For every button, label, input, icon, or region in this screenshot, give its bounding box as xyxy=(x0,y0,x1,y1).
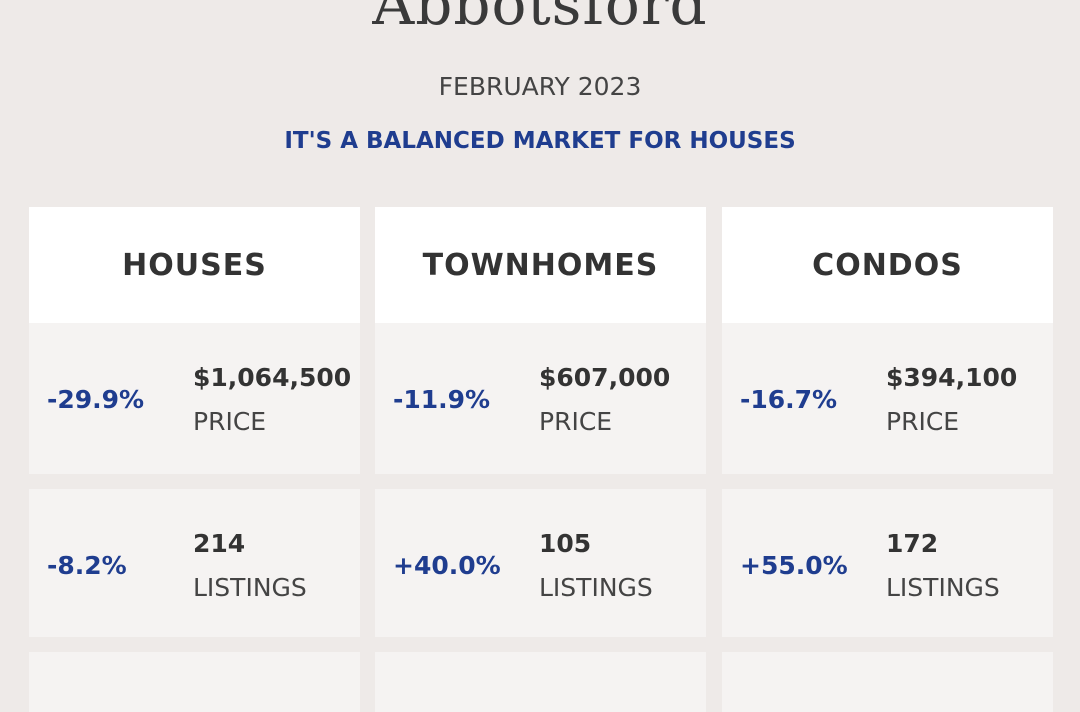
stat-card xyxy=(722,652,1053,712)
label: LISTINGS xyxy=(886,573,1000,602)
column-header: CONDOS xyxy=(722,207,1053,323)
column-header: HOUSES xyxy=(29,207,360,323)
column-card: HOUSES -29.9% $1,064,500 PRICE -8.2% 214 LISTI… xyxy=(29,207,360,712)
label: PRICE xyxy=(886,407,960,436)
page: {"header": {"title": "Abbotsford", "subt… xyxy=(29,0,1053,602)
column-card: TOWNHOMES -11.9% $607,000 PRICE +40.0% 105 LIS… xyxy=(375,207,706,712)
change: -11.9% xyxy=(393,385,491,414)
change: +40.0% xyxy=(393,551,501,580)
value: 214 xyxy=(193,529,246,558)
column-card: CONDOS -16.7% $394,100 PRICE +55.0% 172 LISTIN… xyxy=(722,207,1053,712)
value: 105 xyxy=(539,529,592,558)
subtitle: FEBRUARY 2023 xyxy=(438,72,642,101)
label: LISTINGS xyxy=(539,573,653,602)
change: -29.9% xyxy=(47,385,145,414)
value: $607,000 xyxy=(539,363,671,392)
value: 172 xyxy=(886,529,939,558)
column-header: TOWNHOMES xyxy=(375,207,706,323)
label: LISTINGS xyxy=(193,573,307,602)
value: $394,100 xyxy=(886,363,1018,392)
stat-card: +55.0% 172 LISTINGS xyxy=(722,489,1053,637)
stat-card xyxy=(375,652,706,712)
change: +55.0% xyxy=(740,551,848,580)
tagline: IT'S A BALANCED MARKET FOR HOUSES xyxy=(284,128,796,154)
label: PRICE xyxy=(193,407,267,436)
title: Abbotsford xyxy=(372,0,708,38)
stat-card: -16.7% $394,100 PRICE xyxy=(722,323,1053,474)
stat-card: -8.2% 214 LISTINGS xyxy=(29,489,360,637)
stat-card: -29.9% $1,064,500 PRICE xyxy=(29,323,360,474)
value: $1,064,500 xyxy=(193,363,352,392)
stat-card xyxy=(29,652,360,712)
change: -16.7% xyxy=(740,385,838,414)
label: PRICE xyxy=(539,407,613,436)
stat-card: +40.0% 105 LISTINGS xyxy=(375,489,706,637)
stat-card: -11.9% $607,000 PRICE xyxy=(375,323,706,474)
change: -8.2% xyxy=(47,551,127,580)
